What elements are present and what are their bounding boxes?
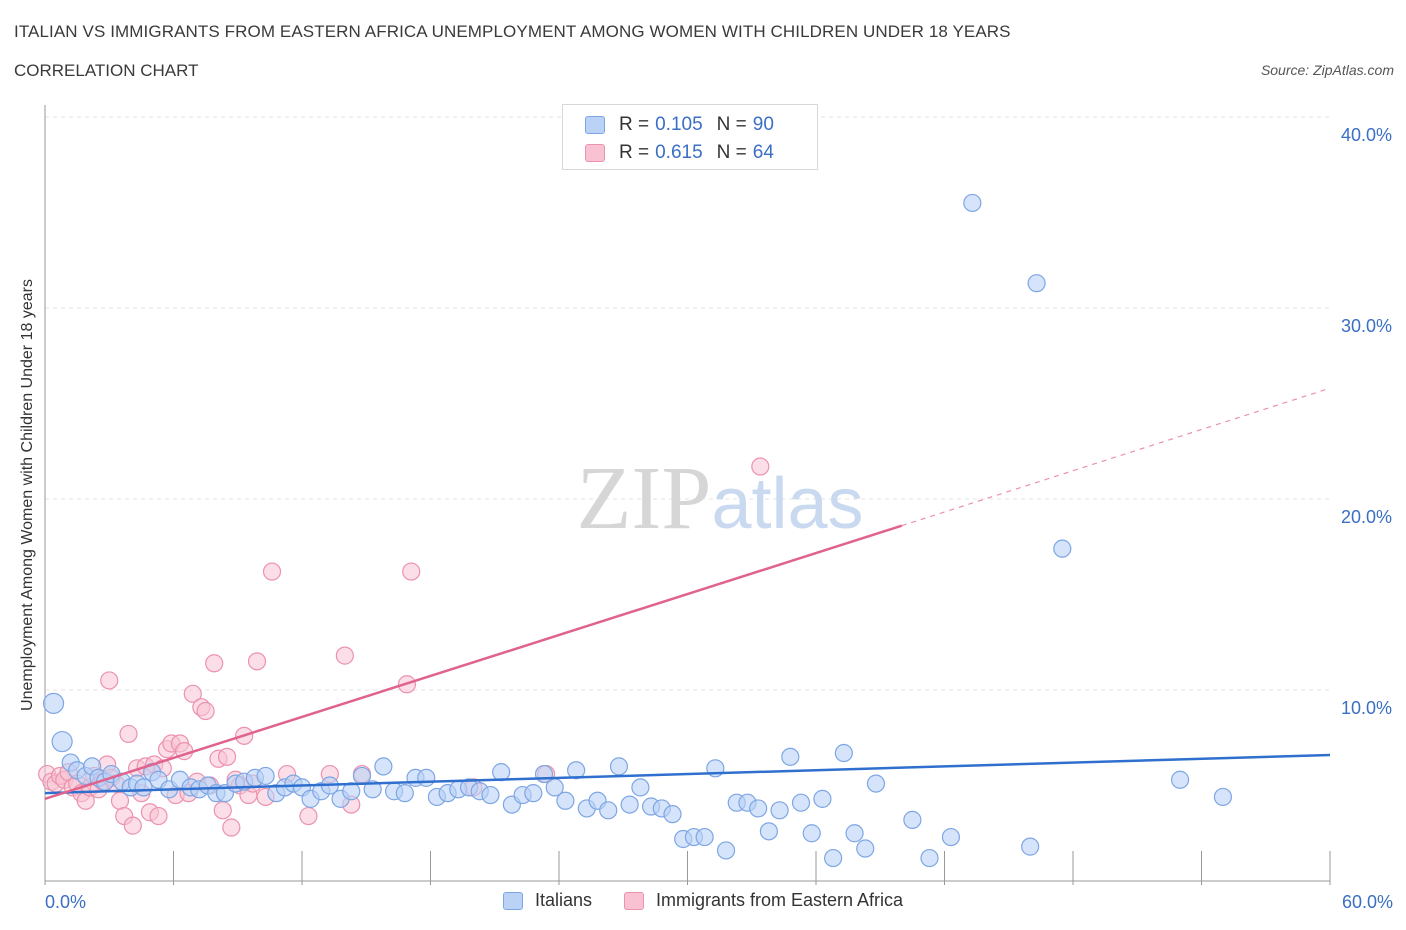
- n-value: 90: [752, 114, 774, 135]
- n-value: 64: [752, 142, 774, 163]
- x-tick-label: 0.0%: [45, 892, 86, 912]
- n-label: N =: [716, 142, 747, 163]
- data-point-eastern-africa: [213, 801, 232, 820]
- r-label: R =: [619, 142, 650, 163]
- data-point-eastern-africa: [335, 646, 354, 665]
- data-point-italians: [791, 793, 811, 812]
- data-point-italians: [620, 795, 639, 814]
- data-point-eastern-africa: [100, 671, 119, 690]
- data-point-italians: [695, 827, 714, 847]
- data-point-italians: [134, 778, 153, 797]
- data-point-italians: [941, 827, 961, 847]
- data-point-eastern-africa: [119, 724, 138, 744]
- data-point-italians: [609, 757, 629, 776]
- data-point-eastern-africa: [402, 562, 421, 581]
- y-tick-label: 30.0%: [1341, 316, 1392, 336]
- stats-row-italians: R = 0.105 N = 90: [585, 112, 774, 138]
- data-point-italians: [781, 747, 800, 766]
- data-point-italians: [759, 822, 778, 841]
- trendline-eastern-africa: [44, 524, 903, 801]
- data-point-italians: [1053, 539, 1072, 558]
- data-point-eastern-africa: [196, 701, 215, 721]
- data-point-italians: [363, 780, 382, 799]
- data-point-italians: [749, 799, 768, 818]
- watermark: ZIPatlas: [576, 449, 863, 548]
- series-italians-points: [42, 193, 1233, 868]
- source-label: Source: ZipAtlas.com: [1260, 62, 1394, 78]
- legend-label-eastern-africa: Immigrants from Eastern Africa: [655, 890, 904, 910]
- chart-title: ITALIAN VS IMMIGRANTS FROM EASTERN AFRIC…: [14, 22, 1011, 41]
- trendline-eastern-africa-extension: [901, 387, 1331, 527]
- series-legend: Italians Immigrants from Eastern Africa: [0, 890, 1406, 911]
- data-point-eastern-africa: [123, 816, 142, 835]
- legend-item-eastern-africa[interactable]: Immigrants from Eastern Africa: [623, 890, 904, 911]
- y-tick-label: 20.0%: [1341, 507, 1392, 527]
- data-point-italians: [567, 761, 586, 780]
- data-point-eastern-africa: [205, 654, 224, 673]
- data-point-italians: [42, 692, 65, 714]
- data-point-italians: [1027, 274, 1046, 293]
- data-point-italians: [631, 778, 650, 797]
- tick-label-layer: 10.0% 20.0% 30.0% 40.0% 0.0% 60.0%: [45, 125, 1393, 912]
- axis-layer: [44, 105, 1331, 885]
- chart-subtitle: CORRELATION CHART: [14, 61, 199, 80]
- stats-row-eastern-africa: R = 0.615 N = 64: [585, 140, 774, 166]
- data-point-italians: [824, 848, 843, 868]
- data-point-italians: [845, 824, 864, 843]
- legend-item-italians[interactable]: Italians: [502, 890, 592, 911]
- data-point-eastern-africa: [247, 652, 267, 671]
- data-point-eastern-africa: [222, 818, 241, 837]
- data-point-italians: [770, 801, 789, 820]
- n-label: N =: [716, 114, 747, 135]
- data-point-eastern-africa: [299, 806, 318, 826]
- y-tick-label: 40.0%: [1341, 125, 1392, 145]
- data-point-eastern-africa: [149, 806, 168, 826]
- legend-label-italians: Italians: [534, 890, 592, 910]
- italians-swatch: [502, 891, 523, 910]
- data-point-italians: [963, 193, 982, 213]
- y-axis-label: Unemployment Among Women with Children U…: [19, 279, 36, 711]
- data-point-italians: [802, 824, 821, 843]
- data-point-italians: [599, 801, 618, 820]
- data-point-italians: [342, 782, 361, 801]
- data-point-italians: [856, 839, 875, 858]
- italians-swatch: [585, 116, 605, 134]
- data-point-italians: [481, 785, 500, 805]
- data-point-italians: [395, 784, 414, 803]
- data-point-italians: [256, 766, 275, 786]
- data-point-eastern-africa: [262, 562, 282, 581]
- data-point-italians: [716, 841, 736, 860]
- data-point-italians: [374, 757, 393, 776]
- data-point-italians: [663, 805, 682, 824]
- eastern-africa-swatch: [585, 144, 605, 162]
- data-point-italians: [524, 784, 543, 803]
- grid-layer: [45, 116, 1330, 691]
- r-label: R =: [619, 114, 650, 135]
- data-point-eastern-africa: [183, 684, 202, 703]
- data-point-italians: [866, 774, 886, 793]
- data-point-italians: [556, 791, 575, 810]
- stats-legend: R = 0.105 N = 90 R = 0.615 N = 64: [562, 104, 818, 170]
- y-tick-label: 10.0%: [1341, 698, 1392, 718]
- data-point-italians: [492, 763, 511, 782]
- r-value: 0.615: [655, 142, 703, 163]
- data-point-italians: [813, 789, 832, 808]
- data-point-italians: [51, 730, 73, 753]
- data-point-italians: [417, 768, 436, 787]
- data-point-italians: [1213, 787, 1233, 807]
- data-point-eastern-africa: [217, 747, 237, 766]
- r-value: 0.105: [655, 114, 703, 135]
- data-point-italians: [1021, 837, 1040, 856]
- data-point-eastern-africa: [751, 457, 770, 476]
- data-point-italians: [903, 810, 922, 829]
- x-tick-label: 60.0%: [1342, 892, 1393, 912]
- trend-layer: [44, 387, 1331, 801]
- trendline-italians: [44, 753, 1331, 795]
- data-point-italians: [834, 743, 853, 763]
- data-point-italians: [1170, 770, 1190, 789]
- eastern-africa-swatch: [623, 891, 644, 910]
- data-point-italians: [920, 848, 939, 868]
